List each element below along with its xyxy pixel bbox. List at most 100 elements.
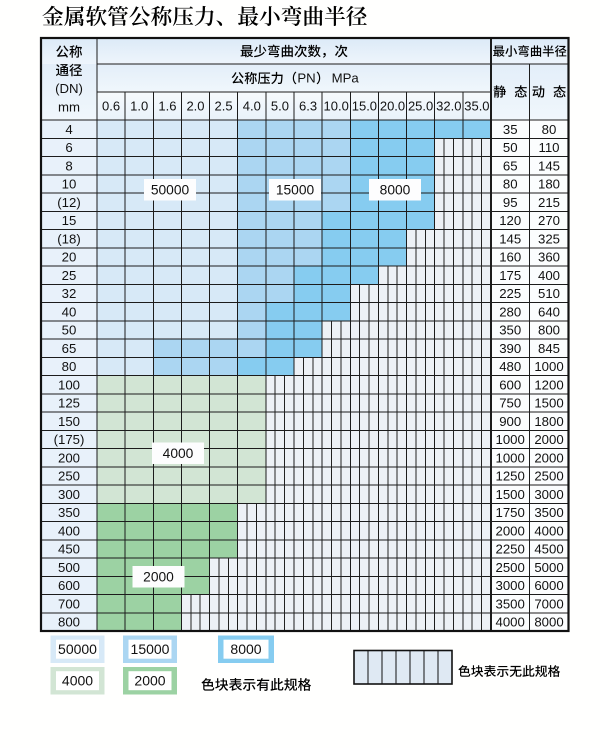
svg-text:1500: 1500 xyxy=(534,396,563,411)
svg-text:2500: 2500 xyxy=(496,560,525,575)
svg-text:1500: 1500 xyxy=(496,487,525,502)
svg-text:145: 145 xyxy=(538,158,560,173)
svg-text:1000: 1000 xyxy=(534,359,563,374)
svg-text:3000: 3000 xyxy=(534,487,563,502)
svg-text:1.0: 1.0 xyxy=(130,99,148,114)
svg-text:200: 200 xyxy=(58,450,80,465)
svg-text:250: 250 xyxy=(58,469,80,484)
svg-text:4000: 4000 xyxy=(496,615,525,630)
svg-text:40: 40 xyxy=(62,304,77,319)
svg-text:360: 360 xyxy=(538,250,560,265)
svg-text:145: 145 xyxy=(499,231,521,246)
svg-text:300: 300 xyxy=(58,487,80,502)
svg-text:10.0: 10.0 xyxy=(324,99,349,114)
svg-text:6000: 6000 xyxy=(534,578,563,593)
svg-text:3500: 3500 xyxy=(496,596,525,611)
svg-text:2000: 2000 xyxy=(534,450,563,465)
svg-text:3000: 3000 xyxy=(496,578,525,593)
svg-text:1250: 1250 xyxy=(496,469,525,484)
svg-text:6: 6 xyxy=(65,140,72,155)
svg-text:325: 325 xyxy=(538,231,560,246)
svg-text:8: 8 xyxy=(65,158,72,173)
svg-text:4: 4 xyxy=(65,122,72,137)
svg-text:4000: 4000 xyxy=(62,673,93,689)
svg-text:5.0: 5.0 xyxy=(271,99,289,114)
svg-text:50: 50 xyxy=(503,140,518,155)
svg-text:1000: 1000 xyxy=(496,450,525,465)
svg-text:1.6: 1.6 xyxy=(158,99,176,114)
svg-text:8000: 8000 xyxy=(230,641,261,657)
svg-text:500: 500 xyxy=(58,560,80,575)
svg-text:120: 120 xyxy=(499,213,521,228)
svg-text:400: 400 xyxy=(538,268,560,283)
svg-text:8000: 8000 xyxy=(380,183,411,198)
svg-text:4000: 4000 xyxy=(163,446,194,461)
svg-text:15000: 15000 xyxy=(276,183,315,198)
svg-text:225: 225 xyxy=(499,286,521,301)
svg-text:270: 270 xyxy=(538,213,560,228)
svg-text:8000: 8000 xyxy=(534,615,563,630)
svg-text:25: 25 xyxy=(62,268,77,283)
svg-text:350: 350 xyxy=(58,505,80,520)
svg-text:215: 215 xyxy=(538,195,560,210)
svg-text:110: 110 xyxy=(538,140,559,155)
svg-text:600: 600 xyxy=(499,377,521,392)
svg-text:900: 900 xyxy=(499,414,521,429)
svg-text:1800: 1800 xyxy=(534,414,563,429)
svg-text:2250: 2250 xyxy=(496,542,525,557)
svg-text:450: 450 xyxy=(58,542,80,557)
svg-text:95: 95 xyxy=(503,195,518,210)
svg-text:1000: 1000 xyxy=(496,432,525,447)
svg-text:(175): (175) xyxy=(54,432,85,447)
svg-text:845: 845 xyxy=(538,341,560,356)
svg-text:180: 180 xyxy=(538,177,560,192)
svg-text:65: 65 xyxy=(503,158,518,173)
svg-text:350: 350 xyxy=(499,323,521,338)
svg-text:32: 32 xyxy=(62,286,77,301)
svg-text:32.0: 32.0 xyxy=(436,99,461,114)
svg-text:MPa: MPa xyxy=(332,71,360,86)
svg-text:510: 510 xyxy=(538,286,560,301)
svg-text:80: 80 xyxy=(542,122,557,137)
svg-text:2000: 2000 xyxy=(496,523,525,538)
svg-text:(18): (18) xyxy=(57,231,80,246)
svg-text:(12): (12) xyxy=(57,195,80,210)
svg-text:160: 160 xyxy=(499,250,521,265)
svg-text:175: 175 xyxy=(499,268,521,283)
svg-text:750: 750 xyxy=(499,396,521,411)
svg-text:280: 280 xyxy=(499,304,521,319)
svg-text:1750: 1750 xyxy=(496,505,525,520)
svg-text:20.0: 20.0 xyxy=(380,99,405,114)
svg-text:4.0: 4.0 xyxy=(243,99,261,114)
svg-text:0.6: 0.6 xyxy=(102,99,120,114)
svg-text:480: 480 xyxy=(499,359,521,374)
svg-text:50: 50 xyxy=(62,323,77,338)
svg-text:35: 35 xyxy=(503,122,518,137)
svg-text:800: 800 xyxy=(58,615,80,630)
svg-text:25.0: 25.0 xyxy=(408,99,433,114)
svg-text:4000: 4000 xyxy=(534,523,563,538)
svg-text:15: 15 xyxy=(62,213,77,228)
svg-text:600: 600 xyxy=(58,578,80,593)
svg-text:15000: 15000 xyxy=(131,641,170,657)
svg-text:2500: 2500 xyxy=(534,469,563,484)
svg-text:PN: PN xyxy=(297,71,315,86)
svg-text:640: 640 xyxy=(538,304,560,319)
svg-text:2000: 2000 xyxy=(534,432,563,447)
svg-text:2000: 2000 xyxy=(143,570,174,585)
svg-text:2.0: 2.0 xyxy=(186,99,204,114)
svg-text:1200: 1200 xyxy=(534,377,563,392)
svg-text:35.0: 35.0 xyxy=(464,99,489,114)
svg-text:400: 400 xyxy=(58,523,80,538)
svg-text:5000: 5000 xyxy=(534,560,563,575)
svg-text:800: 800 xyxy=(538,323,560,338)
svg-text:50000: 50000 xyxy=(58,641,97,657)
svg-text:2000: 2000 xyxy=(134,673,165,689)
svg-text:4500: 4500 xyxy=(534,542,563,557)
svg-text:700: 700 xyxy=(58,596,80,611)
svg-text:3500: 3500 xyxy=(534,505,563,520)
svg-text:50000: 50000 xyxy=(151,183,190,198)
svg-text:100: 100 xyxy=(58,377,80,392)
svg-text:(DN): (DN) xyxy=(55,81,83,96)
svg-text:10: 10 xyxy=(62,177,77,192)
